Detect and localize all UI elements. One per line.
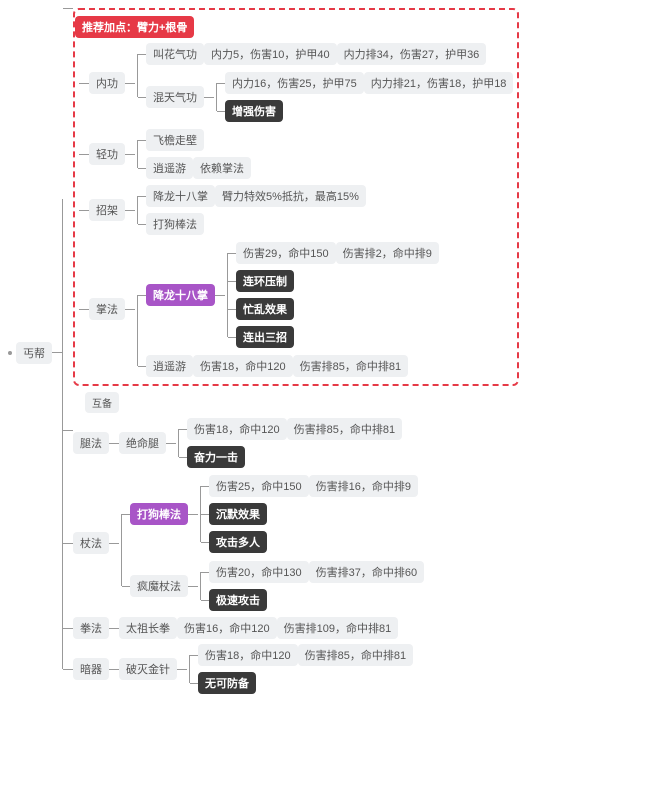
stat: 伤害排85，命中排81 — [287, 418, 402, 440]
cat-label: 暗器 — [73, 658, 109, 680]
category-list: 推荐加点：臂力+根骨 内功 叫花气功 内力5，伤害10，护甲40 内力排34，伤… — [62, 8, 519, 697]
stat: 伤害18，命中120 — [187, 418, 287, 440]
cat-quanfa: 拳法 太祖长拳 伤害16，命中120 伤害排109，命中排81 — [63, 615, 519, 641]
skill-name: 叫花气功 — [146, 43, 204, 65]
note: 互备 — [85, 392, 119, 413]
stat: 内力5，伤害10，护甲40 — [204, 43, 337, 65]
cat-zhangfa: 掌法 降龙十八掌 伤害29，命中150伤害排2，命中排9 连环压制 忙乱效果 连… — [79, 238, 513, 380]
tag: 奋力一击 — [187, 446, 245, 468]
stat: 内力排21，伤害18，护甲18 — [364, 72, 514, 94]
stat: 伤害排109，命中排81 — [277, 617, 399, 639]
cat-label: 杖法 — [73, 532, 109, 554]
cat-zhangfa2: 杖法 打狗棒法 伤害25，命中150伤害排16，命中排9 沉默效果 攻击多人 疯… — [63, 471, 519, 615]
skill-name: 破灭金针 — [119, 658, 177, 680]
stat: 伤害排37，命中排60 — [309, 561, 424, 583]
cat-label: 轻功 — [89, 143, 125, 165]
stat: 伤害排85，命中排81 — [293, 355, 408, 377]
stat: 内力16，伤害25，护甲75 — [225, 72, 364, 94]
cat-label: 招架 — [89, 199, 125, 221]
root-node: 丐帮 — [16, 342, 52, 364]
stat: 伤害排85，命中排81 — [298, 644, 413, 666]
skill-tree: 丐帮 推荐加点：臂力+根骨 内功 叫花气功 内力5，伤害10，护甲40 内力排3… — [8, 8, 642, 697]
skill-name: 降龙十八掌 — [146, 284, 215, 306]
skill-name: 混天气功 — [146, 86, 204, 108]
tag: 忙乱效果 — [236, 298, 294, 320]
cat-tuifa: 互备 腿法 绝命腿 伤害18，命中120伤害排85，命中排81 奋力一击 — [63, 390, 519, 471]
skill-name: 绝命腿 — [119, 432, 166, 454]
stat: 伤害16，命中120 — [177, 617, 277, 639]
stat: 伤害25，命中150 — [209, 475, 309, 497]
cat-label: 内功 — [89, 72, 125, 94]
note: 依赖掌法 — [193, 157, 251, 179]
cat-anqi: 暗器 破灭金针 伤害18，命中120伤害排85，命中排81 无可防备 — [63, 641, 519, 697]
dashed-group: 推荐加点：臂力+根骨 内功 叫花气功 内力5，伤害10，护甲40 内力排34，伤… — [63, 8, 519, 390]
root-dot — [8, 351, 12, 355]
tag: 增强伤害 — [225, 100, 283, 122]
stat: 伤害20，命中130 — [209, 561, 309, 583]
skill-name: 降龙十八掌 — [146, 185, 215, 207]
skill-name: 飞檐走壁 — [146, 129, 204, 151]
cat-neigong: 内功 叫花气功 内力5，伤害10，护甲40 内力排34，伤害27，护甲36 混天… — [79, 40, 513, 126]
tag: 连环压制 — [236, 270, 294, 292]
tag: 无可防备 — [198, 672, 256, 694]
stat: 伤害18，命中120 — [193, 355, 293, 377]
stat: 伤害排2，命中排9 — [336, 242, 439, 264]
stat: 伤害排16，命中排9 — [309, 475, 418, 497]
cat-qinggong: 轻功 飞檐走壁 逍遥游依赖掌法 — [79, 126, 513, 182]
skill-name: 逍遥游 — [146, 157, 193, 179]
stat: 内力排34，伤害27，护甲36 — [337, 43, 487, 65]
tag: 攻击多人 — [209, 531, 267, 553]
skill-name: 疯魔杖法 — [130, 575, 188, 597]
cat-zhaojia: 招架 降龙十八掌臂力特效5%抵抗，最高15% 打狗棒法 — [79, 182, 513, 238]
tag: 连出三招 — [236, 326, 294, 348]
skill-name: 太祖长拳 — [119, 617, 177, 639]
skill-name: 打狗棒法 — [130, 503, 188, 525]
stat: 伤害18，命中120 — [198, 644, 298, 666]
skill-name: 打狗棒法 — [146, 213, 204, 235]
stat: 伤害29，命中150 — [236, 242, 336, 264]
skill-name: 逍遥游 — [146, 355, 193, 377]
tag: 极速攻击 — [209, 589, 267, 611]
cat-label: 拳法 — [73, 617, 109, 639]
cat-label: 掌法 — [89, 298, 125, 320]
header-badge: 推荐加点：臂力+根骨 — [75, 16, 194, 38]
cat-label: 腿法 — [73, 432, 109, 454]
note: 臂力特效5%抵抗，最高15% — [215, 185, 366, 207]
tag: 沉默效果 — [209, 503, 267, 525]
